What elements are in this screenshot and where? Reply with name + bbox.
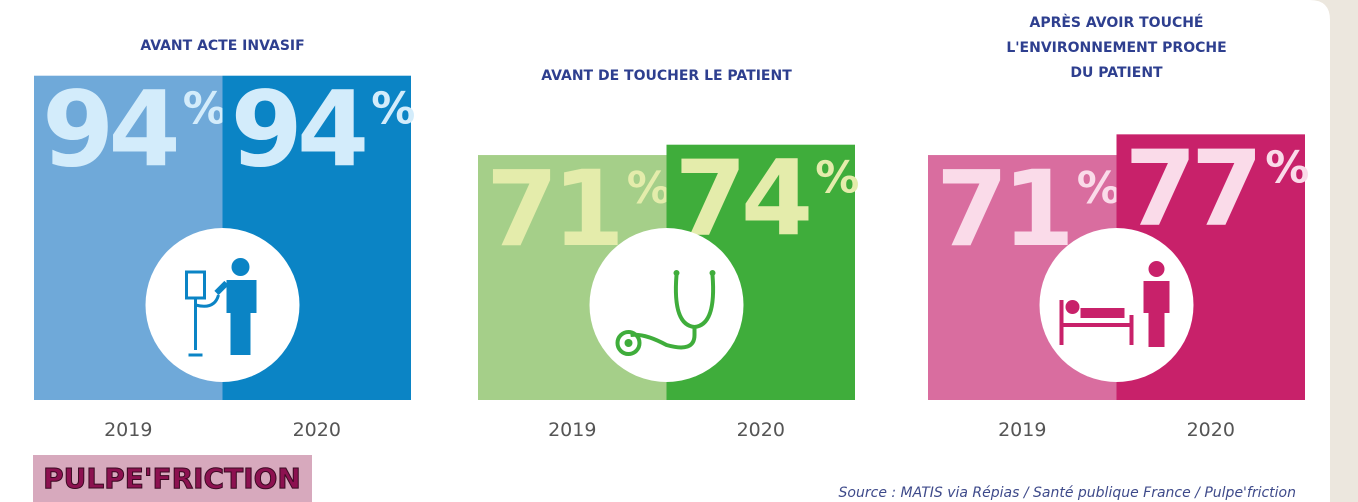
icon <box>1080 308 1125 318</box>
year-label: 2020 <box>1187 419 1235 441</box>
icon <box>1143 281 1170 347</box>
icon <box>188 298 203 357</box>
icon <box>673 270 680 276</box>
value-label: 77% <box>1125 127 1310 249</box>
icon <box>630 327 697 350</box>
year-label: 2019 <box>548 419 596 441</box>
value-label: 71% <box>936 148 1121 270</box>
panel-title: DU PATIENT <box>1070 65 1163 81</box>
panel-title: AVANT ACTE INVASIF <box>140 38 304 54</box>
year-label: 2020 <box>737 419 785 441</box>
panel-title: L'ENVIRONNEMENT PROCHE <box>1006 40 1226 56</box>
value-label: 74% <box>675 138 860 260</box>
icon <box>615 330 642 356</box>
icon <box>1148 261 1165 277</box>
icon-group <box>1039 228 1194 382</box>
icon <box>195 294 220 308</box>
icon <box>1059 300 1134 345</box>
logo-box <box>33 455 312 502</box>
year-label: 2019 <box>104 419 152 441</box>
value-label: 71% <box>486 148 671 270</box>
source: Source : MATIS via Répias / Santé publiq… <box>839 485 1296 501</box>
year-label: 2019 <box>998 419 1046 441</box>
icon-group <box>145 228 300 382</box>
icon <box>624 339 633 347</box>
icon <box>1065 300 1080 314</box>
value-label: 94% <box>231 69 416 191</box>
value-label: 94% <box>42 69 227 191</box>
icon-circle <box>589 228 744 382</box>
icon-group <box>589 228 744 382</box>
panel-title: AVANT DE TOUCHER LE PATIENT <box>541 68 792 84</box>
icon-circle <box>145 228 300 382</box>
icon <box>709 270 716 276</box>
icon <box>214 280 229 296</box>
icon <box>226 280 257 355</box>
year-label: 2020 <box>293 419 341 441</box>
icon <box>231 258 250 276</box>
panel-title: APRÈS AVOIR TOUCHÉ <box>1029 14 1203 31</box>
logo: PULPE'FRICTION <box>43 462 301 495</box>
